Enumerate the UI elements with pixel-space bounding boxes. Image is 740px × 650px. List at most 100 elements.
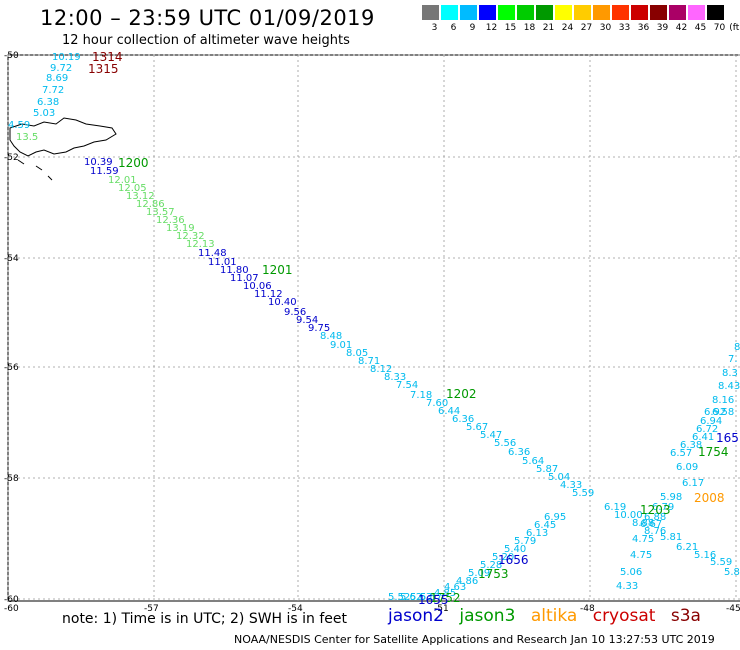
swh-value: 6.94	[700, 416, 722, 427]
legend-s3a: s3a	[670, 606, 701, 626]
island-fragment	[47, 175, 53, 181]
swh-value: 11.12	[254, 289, 283, 300]
swh-value: 8.88	[632, 518, 654, 529]
swh-value: 11.07	[230, 273, 259, 284]
swh-value: 5.52	[388, 592, 410, 603]
swh-value: 5.06	[620, 567, 642, 578]
swh-value: 6.38	[680, 440, 702, 451]
time-label-1203: 1203	[640, 503, 671, 517]
swh-value: 10.40	[268, 297, 297, 308]
time-label-165: 165	[716, 431, 739, 445]
colorbar-tick: 36	[637, 23, 650, 33]
swh-value: 5.98	[660, 492, 682, 503]
falkland-islands-coastline	[9, 117, 117, 157]
colorbar-tick: 30	[599, 23, 612, 33]
lon-label: -57	[144, 604, 159, 614]
swh-value: 4.63	[444, 582, 466, 593]
swh-value: 5.20	[492, 552, 514, 563]
swh-value: 6.92	[704, 407, 726, 418]
colorbar-tick: 3	[431, 23, 438, 33]
swh-value: 9.54	[296, 315, 318, 326]
swh-value: 7.60	[426, 398, 448, 409]
swh-value: 12.05	[118, 183, 147, 194]
swh-value: 5.59	[710, 557, 732, 568]
swh-value: 5.67	[466, 422, 488, 433]
swh-value: 6.36	[452, 414, 474, 425]
satellite-legend: jason2 jason3 altika cryosat s3a	[388, 606, 711, 626]
colorbar-tick: 27	[580, 23, 593, 33]
colorbar-tick: 18	[523, 23, 536, 33]
swh-value: 7.72	[42, 85, 64, 96]
legend-jason3: jason3	[459, 606, 516, 626]
swh-value: 6.44	[438, 406, 460, 417]
swh-value: 6.21	[676, 542, 698, 553]
swh-value: 5.81	[660, 532, 682, 543]
credit-line: NOAA/NESDIS Center for Satellite Applica…	[234, 633, 715, 646]
colorbar-swatch	[498, 5, 515, 20]
time-label-1200: 1200	[118, 156, 149, 170]
colorbar-swatch	[517, 5, 534, 20]
time-label-1753: 1753	[478, 567, 509, 581]
time-label-1314: 1314	[92, 50, 123, 64]
island-fragment	[35, 165, 43, 171]
time-label-1752: 1752	[430, 591, 461, 605]
swh-value: 6.67	[640, 519, 662, 530]
swh-value: 11.80	[220, 265, 249, 276]
swh-value: 6.17	[682, 478, 704, 489]
colorbar-swatch	[574, 5, 591, 20]
swh-value: 8.16	[712, 395, 734, 406]
swh-value: 7.54	[396, 380, 418, 391]
colorbar-swatch	[536, 5, 553, 20]
page-title: 12:00 – 23:59 UTC 01/09/2019	[40, 6, 375, 30]
swh-value: 6.79	[652, 502, 674, 513]
colorbar-swatch	[593, 5, 610, 20]
swh-value: 8.48	[320, 331, 342, 342]
swh-value: 5.57	[420, 592, 442, 603]
colorbar-swatch	[555, 5, 572, 20]
swh-value: 5.8	[724, 567, 740, 578]
colorbar-tick: 45	[694, 23, 707, 33]
swh-value: 9.72	[50, 63, 72, 74]
time-label-2008: 2008	[694, 491, 725, 505]
colorbar-swatch	[422, 5, 439, 20]
swh-value: 13.19	[166, 223, 195, 234]
colorbar-swatch	[441, 5, 458, 20]
lat-label: -58	[4, 474, 19, 484]
swh-value: 12.32	[176, 231, 205, 242]
time-label-1202: 1202	[446, 387, 477, 401]
swh-value: 6.09	[676, 462, 698, 473]
swh-value: 8	[734, 342, 740, 353]
swh-value: 6.88	[644, 512, 666, 523]
lon-label: -51	[434, 604, 449, 614]
swh-value: 13.5	[16, 132, 38, 143]
swh-value: 10.06	[243, 281, 272, 292]
colorbar-tick: 24	[561, 23, 574, 33]
swh-value: 4.85	[434, 588, 456, 599]
lon-label: -45	[726, 604, 740, 614]
swh-value: 6.72	[696, 424, 718, 435]
swh-value: 12.36	[156, 215, 185, 226]
lon-label: -54	[288, 604, 303, 614]
swh-value: 13.57	[146, 207, 175, 218]
swh-value: 5.47	[480, 430, 502, 441]
swh-value: 4.86	[456, 576, 478, 587]
swh-value: 10.00	[614, 510, 643, 521]
colorbar-swatch	[460, 5, 477, 20]
swh-value: 6.38	[37, 97, 59, 108]
swh-value: 6.58	[712, 407, 734, 418]
swh-value: 7.	[728, 354, 738, 365]
swh-value: 6.36	[508, 447, 530, 458]
swh-value: 12.13	[186, 239, 215, 250]
lat-label: -52	[4, 153, 19, 163]
swh-value: 7.18	[410, 390, 432, 401]
colorbar-unit: (ft)	[729, 23, 740, 33]
swh-value: 5.56	[494, 438, 516, 449]
swh-value: 9.56	[284, 307, 306, 318]
colorbar-tick: 33	[618, 23, 631, 33]
swh-value: 8.12	[370, 364, 392, 375]
swh-value: 6.57	[670, 448, 692, 459]
time-label-1754: 1754	[698, 445, 729, 459]
swh-value: 5.40	[504, 544, 526, 555]
swh-value: 4.33	[616, 581, 638, 592]
swh-value: 6.45	[534, 520, 556, 531]
